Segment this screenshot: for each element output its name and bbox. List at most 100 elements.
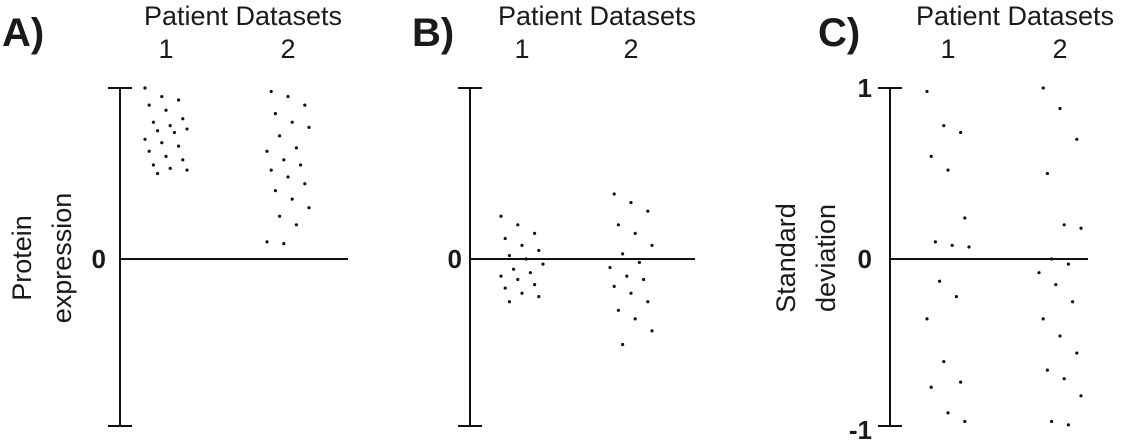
panel-b-point [503,236,507,241]
panel-c-point [1037,271,1041,275]
panel-c-point [959,130,963,135]
panel-b-point [608,265,612,270]
panel-b-point [616,308,621,312]
panel-a-point [156,171,160,176]
panel-c-letter: C) [818,11,860,55]
panel-b-point [642,277,646,282]
panel-a-point [294,146,298,150]
panel-a-point [156,129,160,133]
panel-a-point [286,175,290,179]
panel-a-point [303,182,307,186]
panel-b-point [520,243,524,247]
panel-a-point [143,86,147,90]
panel-a-point [185,127,189,131]
panel-c-point [946,168,950,172]
panel-a-point [185,168,189,172]
panel-c-point [954,295,959,299]
panel-b-point [524,257,528,261]
panel-a-point [172,130,176,135]
panel-b-point [533,283,537,287]
panel-a-point [299,163,303,167]
panel-b-category-label: 2 [623,34,638,64]
panel-b-category-label: 1 [514,34,529,64]
panel-a-title: Patient Datasets [144,1,342,31]
panel-c-point [1079,226,1083,230]
panel-a-ylabel: expression [47,193,77,324]
panel-a-point [168,124,172,128]
panel-b-point [528,271,533,275]
panel-a-point [168,166,172,170]
panel-a-point [160,94,164,99]
panel-b-point [650,243,654,247]
panel-b-point [616,223,621,227]
panel-a-point [164,108,168,112]
panel-b-point [516,223,520,227]
panel-c-point [929,154,933,158]
panel-c-point [959,380,963,384]
panel-c-point [938,279,942,283]
panel-a-point [282,242,286,246]
panel-a-point [290,120,294,124]
panel-c-point [963,419,967,424]
panel-c-point [1050,257,1054,261]
panel-c-point [933,240,938,244]
panel-c-point [1075,351,1079,355]
panel-a-point [303,103,307,107]
panel-b-letter: B) [412,11,454,55]
panel-c-ylabel: Standard [771,203,801,313]
panel-a-point [307,206,311,210]
panel-a-point [278,214,282,218]
panel-c-point [963,216,967,220]
panel-b-point [507,300,511,304]
panel-a-point [143,137,147,141]
panel-c-point [946,411,950,415]
panel-b-point [511,267,516,271]
panel-a-point [294,223,298,227]
panel-a-tick-label: 0 [92,244,106,274]
panel-a-point [265,149,269,153]
panel-c-tick-label: 0 [858,244,872,274]
panel-a-point [164,154,168,158]
panel-b-point [637,260,642,265]
panel-a-point [177,144,181,148]
panel-a-point [273,112,277,116]
panel-b-tick-label: 0 [448,244,462,274]
panel-c-point [1054,283,1058,287]
panel-a-category-label: 2 [280,34,295,64]
panel-b-point [499,214,503,218]
panel-b-point [499,274,503,278]
panel-b-point [533,231,537,235]
panel-c-point [1041,317,1045,321]
panel-b-point [650,329,654,333]
panel-a-letter: A) [2,11,44,55]
panel-b-point [621,342,625,347]
panel-c-point [967,245,971,249]
panel-b-point [612,192,616,196]
panel-a-point [181,158,185,162]
panel-a-point [151,120,155,124]
panel-a-point [147,103,151,107]
panel-c-tick-label: -1 [849,415,872,440]
panel-a-point [290,197,294,201]
panel-c-point [925,317,929,321]
panel-c-point [929,385,933,389]
panel-a-point [160,141,164,145]
panel-a-point [181,117,185,121]
panel-c-point [925,89,929,94]
panel-c-point [1066,423,1070,427]
panel-b-point [646,300,650,304]
panel-b-point [625,274,629,278]
panel-b-point [612,284,616,288]
panel-c-title: Patient Datasets [916,1,1114,31]
panel-c-point [942,124,946,128]
panel-a-point [269,89,273,94]
panel-c-point [950,243,954,247]
panel-c-point [1066,262,1070,266]
panel-a-point [278,134,282,138]
panel-b-point [537,248,541,253]
panel-c-point [1071,300,1075,304]
panel-a-point [265,240,269,244]
panel-b-point [633,231,637,235]
panel-b-point [629,200,633,205]
panel-b-point [507,253,511,258]
